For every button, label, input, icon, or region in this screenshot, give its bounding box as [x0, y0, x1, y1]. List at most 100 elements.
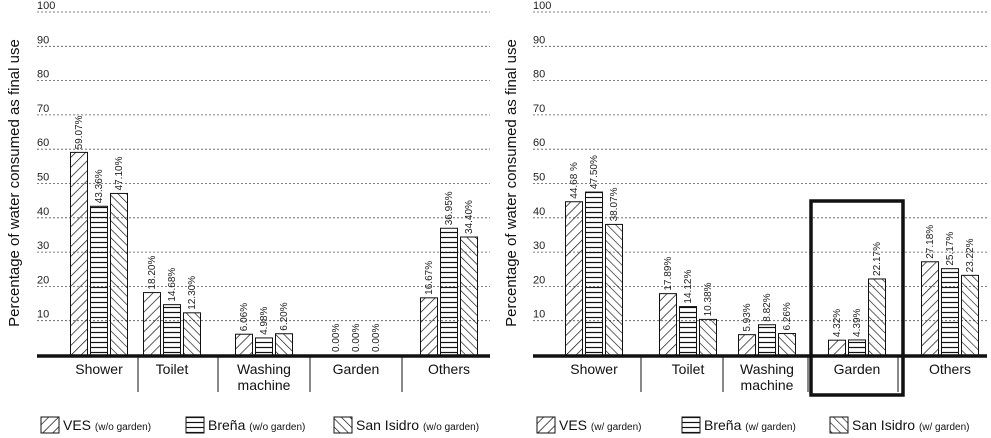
y-tick-label: 40	[37, 206, 49, 218]
data-label: 6.20%	[279, 302, 290, 330]
bar	[738, 334, 756, 356]
data-label: 0.00%	[351, 324, 362, 352]
legend-series-name: San Isidro	[852, 417, 919, 433]
legend-entry: VES (w/o garden)	[63, 417, 151, 433]
bar	[420, 297, 438, 356]
category-label: Garden	[333, 361, 380, 377]
highlight-box	[809, 199, 905, 397]
bar	[659, 293, 677, 356]
bar	[868, 278, 886, 356]
data-label: 0.00%	[331, 324, 342, 352]
data-label: 23.22%	[965, 238, 976, 272]
y-tick-label: 80	[37, 69, 49, 81]
legend-swatch	[536, 416, 556, 434]
legend-swatch	[681, 416, 701, 434]
bar	[110, 192, 128, 356]
y-tick-label: 60	[37, 137, 49, 149]
category-label: Toilet	[156, 361, 189, 377]
data-label: 17.89%	[663, 257, 674, 291]
legend-swatch	[829, 416, 849, 434]
y-tick-label: 90	[533, 34, 545, 46]
bar	[143, 292, 161, 356]
y-tick-label: 70	[37, 103, 49, 115]
y-tick-label: 30	[533, 240, 545, 252]
legend-swatch	[333, 416, 353, 434]
y-tick-label: 30	[37, 240, 49, 252]
y-tick-label: 90	[37, 34, 49, 46]
data-label: 25.17%	[945, 232, 956, 266]
data-label: 8.82%	[762, 293, 773, 321]
category-label: Shower	[570, 361, 618, 377]
y-tick-label: 60	[533, 137, 545, 149]
category-label: machine	[238, 377, 291, 393]
legend-series-qualifier: (w/o garden)	[95, 422, 151, 433]
data-label: 14.68%	[167, 268, 178, 302]
bar	[183, 312, 201, 356]
legend-series-qualifier: (w/ garden)	[591, 422, 642, 433]
legend-entry: Breña (w/ garden)	[704, 417, 796, 433]
data-label: 14.12%	[683, 270, 694, 304]
data-label: 44.68 %	[569, 162, 580, 199]
bar	[605, 223, 623, 356]
data-label: 6.26%	[782, 302, 793, 330]
y-tick-label: 70	[533, 103, 545, 115]
legend-entry: San Isidro (w/ garden)	[852, 417, 970, 433]
legend-series-qualifier: (w/o garden)	[423, 422, 479, 433]
legend-swatch	[40, 416, 60, 434]
bar	[440, 227, 458, 356]
bar	[699, 318, 717, 356]
category-label: Washing	[237, 361, 291, 377]
bar	[163, 304, 181, 356]
y-tick-label: 10	[533, 309, 545, 321]
data-label: 4.98%	[259, 306, 270, 334]
data-label: 38.07%	[609, 187, 620, 221]
chart-panel-2: 10 20 30 40 50 60 70 80 90 100 Percentage of water…	[503, 0, 987, 434]
legend-entry: San Isidro (w/o garden)	[356, 417, 479, 433]
data-label: 10.38%	[703, 282, 714, 316]
bar	[758, 324, 776, 356]
legend-swatch	[185, 416, 205, 434]
legend-series-name: VES	[63, 417, 95, 433]
legend-series-name: VES	[559, 417, 591, 433]
bar	[778, 333, 796, 356]
category-label: Garden	[834, 361, 881, 377]
y-tick-label: 10	[37, 309, 49, 321]
chart-panel-1: 10 20 30 40 50 60 70 80 90 100 Percentage of water…	[6, 0, 490, 434]
bar	[90, 205, 108, 356]
y-tick-label: 100	[37, 0, 55, 12]
category-label: Toilet	[672, 361, 705, 377]
category-label: machine	[741, 377, 794, 393]
data-label: 16.67%	[424, 261, 435, 295]
legend-entry: Breña (w/o garden)	[208, 417, 305, 433]
data-label: 4.39%	[852, 308, 863, 336]
category-label: Shower	[75, 361, 123, 377]
y-axis-label: Percentage of water consumed as final us…	[6, 39, 23, 327]
data-label: 0.00%	[371, 324, 382, 352]
category-label: Others	[428, 361, 470, 377]
data-label: 5.93%	[742, 303, 753, 331]
legend-series-name: Breña	[208, 417, 249, 433]
y-tick-label: 100	[533, 0, 551, 12]
legend-series-name: Breña	[704, 417, 745, 433]
y-tick-label: 50	[533, 172, 545, 184]
bar	[275, 333, 293, 356]
data-label: 27.18%	[925, 225, 936, 259]
y-axis-label: Percentage of water consumed as final us…	[503, 39, 520, 327]
y-tick-label: 20	[37, 274, 49, 286]
bar	[70, 151, 88, 356]
data-label: 34.40%	[464, 200, 475, 234]
data-label: 47.50%	[589, 155, 600, 189]
data-label: 12.30%	[187, 276, 198, 310]
bar	[565, 201, 583, 356]
data-label: 36.95%	[444, 191, 455, 225]
legend-entry: VES (w/ garden)	[559, 417, 641, 433]
data-label: 47.10%	[114, 156, 125, 190]
data-label: 18.20%	[147, 256, 158, 290]
legend-series-qualifier: (w/ garden)	[919, 422, 970, 433]
y-tick-label: 50	[37, 172, 49, 184]
category-label: Washing	[740, 361, 794, 377]
legend-series-qualifier: (w/ garden)	[745, 422, 796, 433]
legend-series-qualifier: (w/o garden)	[249, 422, 305, 433]
bar	[961, 274, 979, 356]
